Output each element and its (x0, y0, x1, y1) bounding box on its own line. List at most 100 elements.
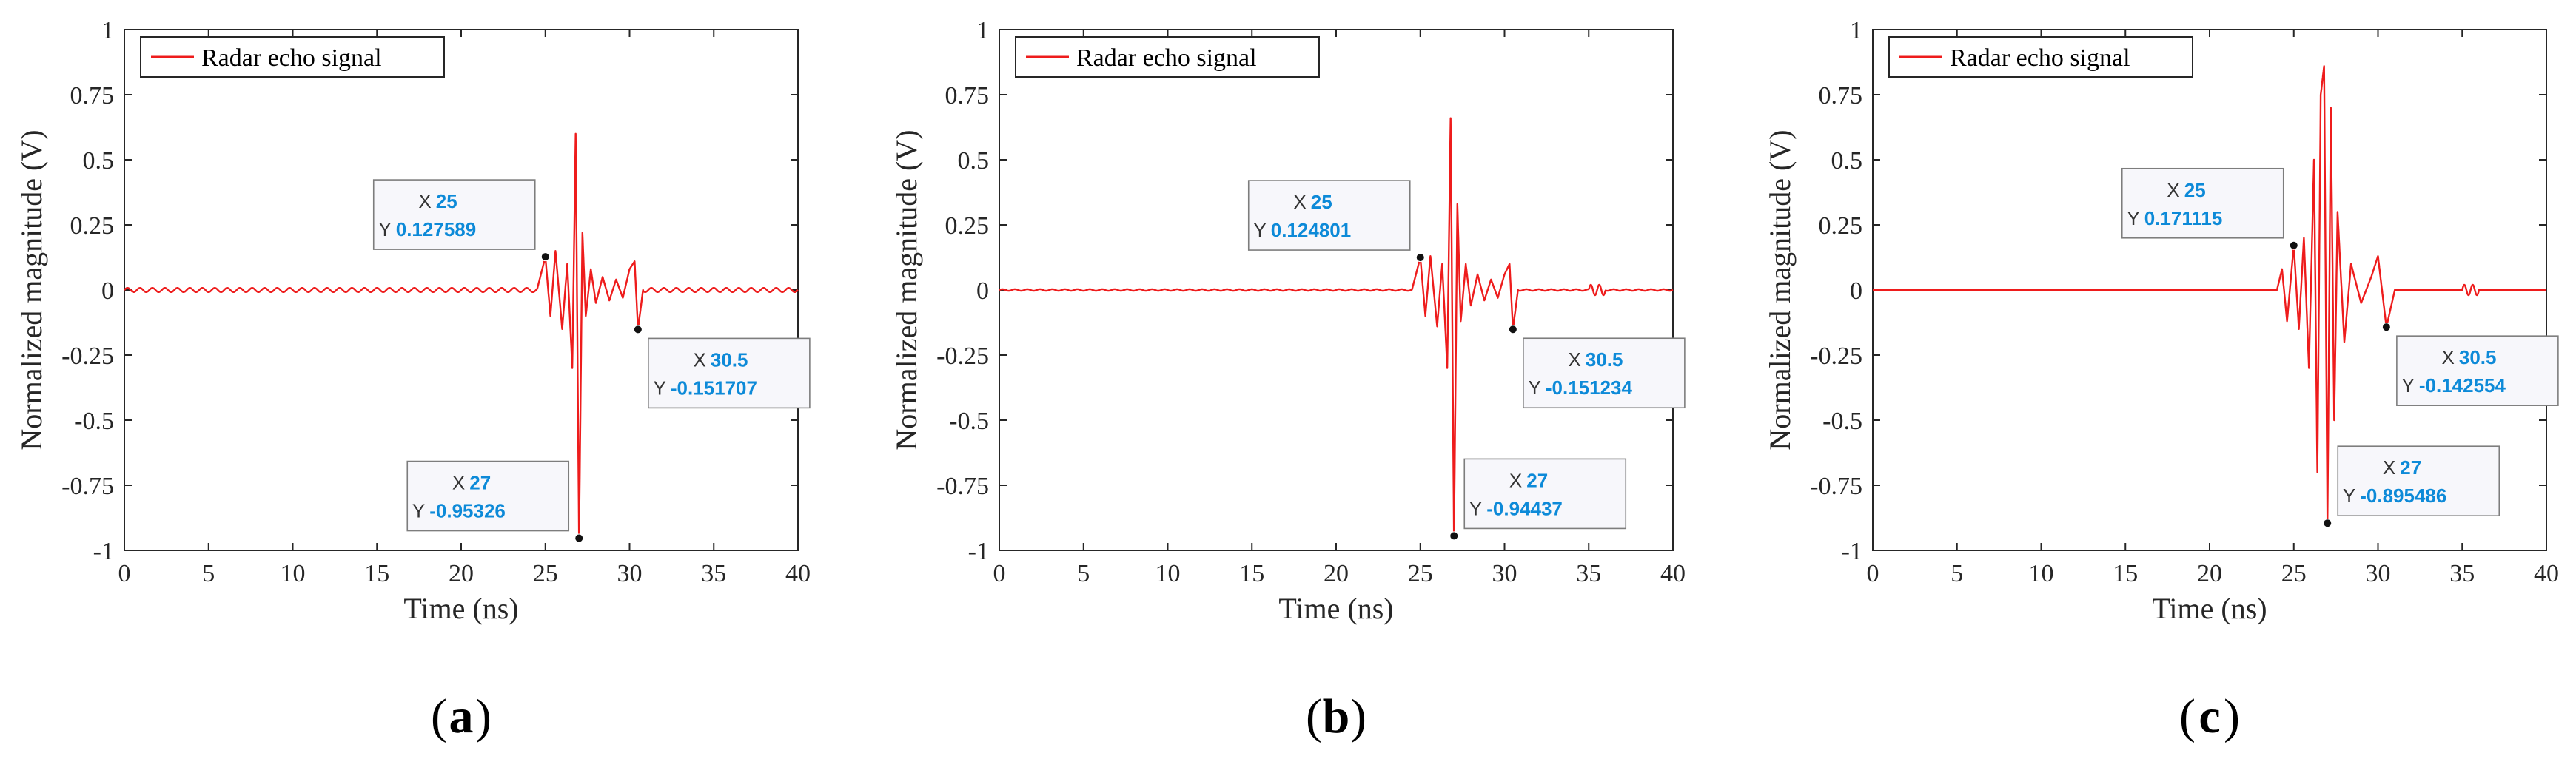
x-tick-label: 20 (1324, 560, 1349, 587)
datatip-x-label: X (452, 472, 465, 494)
y-tick-label: -0.25 (936, 343, 989, 370)
y-tick-label: -1 (1842, 538, 1862, 565)
datatip-box (2396, 335, 2559, 406)
x-tick-label: 35 (1576, 560, 1601, 587)
y-axis-label: Normalized magnitude (V) (1763, 129, 1797, 450)
datatip-y-value: -0.151707 (671, 377, 757, 399)
y-axis-label: Normalized magnitude (V) (15, 129, 48, 450)
datatip-y-label: Y (1469, 497, 1482, 519)
y-tick-label: 0.5 (1831, 147, 1863, 175)
x-axis-label: Time (ns) (1278, 592, 1393, 625)
y-tick-label: 0.25 (1819, 212, 1863, 240)
datatip-marker (540, 252, 550, 262)
x-tick-label: 20 (2197, 560, 2222, 587)
datatip-x-value: 27 (469, 472, 491, 494)
datatip: X 25 Y 0.127589 (372, 179, 550, 262)
legend: Radar echo signal (1888, 36, 2193, 78)
x-tick-label: 0 (118, 560, 131, 587)
x-tick-label: 5 (202, 560, 215, 587)
chart-panel-c: 0 5 10 15 20 25 30 35 40 1 0.75 0.5 0.25 0 -0.25 -0.5 -0… (1763, 17, 2559, 743)
series-line (124, 132, 799, 539)
series-line (1872, 65, 2547, 524)
y-tick-label: 0.5 (958, 147, 990, 175)
x-axis-label: Time (ns) (403, 592, 518, 625)
y-tick-label: 0.75 (1819, 82, 1863, 109)
datatip-y-value: 0.171115 (2144, 207, 2223, 229)
y-tick-label: 0.75 (70, 82, 115, 109)
x-tick-label: 0 (993, 560, 1006, 587)
legend-label: Radar echo signal (1076, 44, 1257, 72)
x-tick-label: 25 (533, 560, 558, 587)
datatip-marker (2289, 240, 2298, 250)
caption-letter: b (1323, 689, 1350, 743)
x-tick-label: 40 (1660, 560, 1686, 587)
datatip-y-value: -0.95326 (429, 500, 506, 522)
x-tick-label: 40 (2534, 560, 2559, 587)
x-tick-label: 10 (2029, 560, 2054, 587)
datatip-x-value: 27 (2400, 456, 2421, 479)
y-tick-label: 0 (101, 277, 114, 305)
chart-panel-a: 0 5 10 15 20 25 30 35 40 1 0.75 0.5 0.25 0 -0.25 -0.5 -0… (15, 17, 811, 743)
datatip-box (372, 179, 536, 250)
x-tick-label: 40 (785, 560, 811, 587)
y-tick-label: -0.75 (1810, 473, 1862, 500)
legend: Radar echo signal (140, 36, 445, 78)
datatip-box (2121, 167, 2284, 239)
datatip-marker (1508, 325, 1517, 334)
datatip-x-label: X (418, 190, 431, 212)
datatip-box (406, 460, 570, 532)
datatip-marker (2323, 519, 2332, 528)
caption-paren-close: ) (1350, 689, 1366, 743)
datatip-x-value: 30.5 (2459, 346, 2497, 368)
datatip-y-label: Y (412, 500, 425, 522)
datatip-marker (1449, 531, 1459, 541)
x-tick-label: 15 (364, 560, 389, 587)
y-tick-label: 0.25 (70, 212, 115, 240)
datatip-x-value: 27 (1526, 469, 1548, 491)
legend-label: Radar echo signal (1950, 44, 2130, 72)
y-tick-label: 0 (1850, 277, 1862, 305)
x-tick-label: 30 (1492, 560, 1517, 587)
datatip-y-value: -0.151234 (1546, 377, 1633, 399)
datatip-box (2337, 445, 2500, 517)
datatip-x-label: X (2442, 346, 2455, 368)
datatip: X 27 Y -0.95326 (406, 460, 584, 543)
datatip: X 30.5 Y -0.151707 (633, 325, 811, 409)
x-axis-label: Time (ns) (2152, 592, 2267, 625)
series-line (999, 117, 1674, 537)
datatip-box (1247, 180, 1411, 251)
x-tick-label: 20 (449, 560, 474, 587)
datatip-y-label: Y (1529, 377, 1541, 399)
datatip-marker (633, 325, 643, 334)
datatip-y-label: Y (2343, 485, 2355, 507)
datatip-x-label: X (2383, 456, 2395, 479)
x-tick-label: 15 (2113, 560, 2138, 587)
y-tick-label: 0.75 (945, 82, 990, 109)
datatip-x-value: 25 (436, 190, 457, 212)
datatip-y-value: 0.124801 (1271, 219, 1351, 241)
datatip-y-value: 0.127589 (396, 218, 476, 240)
y-tick-label: 0.5 (83, 147, 115, 175)
datatip-y-value: -0.142554 (2419, 374, 2506, 397)
datatip-y-value: -0.895486 (2360, 485, 2446, 507)
x-tick-label: 5 (1077, 560, 1090, 587)
subfigure-caption: (c) (2179, 689, 2240, 743)
x-tick-label: 0 (1867, 560, 1879, 587)
datatip: X 27 Y -0.895486 (2323, 445, 2500, 528)
y-tick-label: 1 (1850, 17, 1862, 44)
y-tick-label: 1 (101, 17, 114, 44)
x-tick-label: 10 (1155, 560, 1181, 587)
y-tick-label: -1 (968, 538, 989, 565)
y-tick-label: 0 (976, 277, 989, 305)
y-axis-label: Normalized magnitude (V) (890, 129, 923, 450)
x-tick-label: 5 (1951, 560, 1963, 587)
subfigure-caption: (a) (431, 689, 492, 743)
x-tick-label: 35 (2449, 560, 2475, 587)
caption-letter: a (449, 689, 474, 743)
datatip: X 25 Y 0.171115 (2121, 167, 2298, 250)
x-tick-label: 15 (1239, 560, 1264, 587)
y-tick-label: -0.5 (74, 408, 114, 435)
x-tick-label: 35 (701, 560, 726, 587)
datatip-box (1463, 458, 1627, 530)
datatip-marker (2381, 323, 2391, 332)
